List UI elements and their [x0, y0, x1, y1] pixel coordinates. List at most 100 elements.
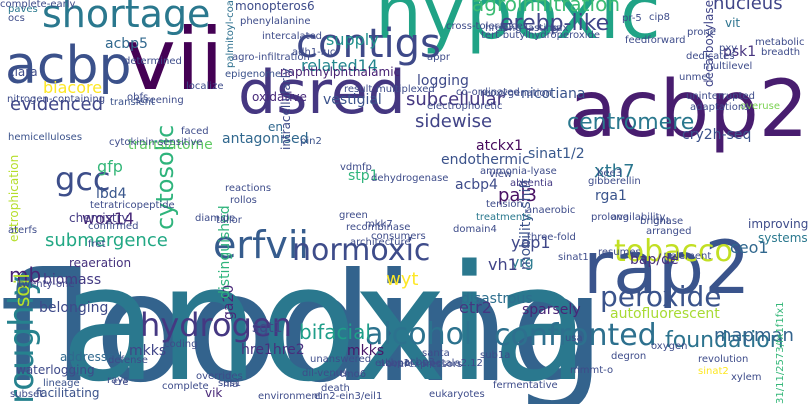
- cloud-word: appr: [427, 52, 450, 63]
- cloud-word: vik: [205, 386, 223, 400]
- cloud-word: bee3: [597, 168, 623, 179]
- cloud-word: dsred: [238, 58, 406, 128]
- cloud-word: hre1hre2: [241, 342, 305, 358]
- cloud-word: biacore: [43, 78, 103, 97]
- cloud-word: hemicelluloses: [8, 132, 83, 143]
- cloud-word: flooding: [0, 242, 606, 404]
- cloud-word: mmmt-o: [570, 365, 614, 376]
- cloud-word: gfp: [97, 157, 123, 176]
- cloud-word: reactions: [225, 183, 272, 194]
- cloud-word: fret: [88, 239, 106, 250]
- cloud-word: clara: [8, 65, 38, 79]
- cloud-word: cross-tolerance: [446, 21, 523, 32]
- cloud-word: peroxide: [600, 280, 722, 313]
- cloud-word: bax: [550, 23, 569, 34]
- cloud-word: hypoxic: [375, 0, 661, 56]
- cloud-word: erebp-like: [500, 11, 610, 36]
- cloud-word: oxidative: [252, 90, 307, 104]
- cloud-word: pxy: [719, 43, 738, 54]
- cloud-word: eukaryotes: [429, 389, 485, 400]
- cloud-word: bifacial: [299, 320, 371, 344]
- cloud-word: absentia: [510, 178, 554, 189]
- cloud-word: contigs: [296, 21, 441, 67]
- cloud-word: nicotiana: [521, 86, 586, 102]
- cloud-word: submergence: [45, 230, 168, 251]
- cloud-word: oxygen: [651, 341, 688, 352]
- cloud-word: autofluorescent: [610, 306, 720, 322]
- cloud-word: treatments: [476, 212, 532, 223]
- cloud-word: agro-infiltration: [232, 52, 310, 63]
- cloud-word: sub1a: [480, 350, 511, 361]
- cloud-word: sidewise: [415, 111, 493, 132]
- cloud-word: unmet: [679, 72, 712, 83]
- cloud-word: rap2: [583, 226, 751, 311]
- cloud-word: revolution: [698, 354, 749, 365]
- cloud-word: belonging: [39, 300, 109, 316]
- cloud-word: disastrous: [461, 291, 533, 307]
- cloud-word: mkk7: [365, 219, 393, 230]
- cloud-word: faced: [181, 126, 209, 137]
- cloud-word: recombinase: [346, 222, 411, 233]
- cloud-word: evidenced: [10, 94, 104, 115]
- cloud-word: tension: [486, 199, 523, 210]
- cloud-word: cry2h-seq: [682, 127, 752, 143]
- cloud-word: overexpressors: [386, 359, 463, 370]
- cloud-word: unanswered: [310, 354, 372, 365]
- cloud-word: vii: [125, 10, 224, 110]
- cloud-word: improving: [748, 217, 808, 231]
- cloud-word: tert-butylhydroperoxide: [481, 30, 601, 41]
- cloud-word: complete-early: [0, 0, 76, 10]
- cloud-word: paves: [8, 4, 38, 15]
- cloud-word: result: [344, 84, 373, 95]
- cloud-word: mkks: [129, 343, 167, 359]
- cloud-word: defense: [108, 355, 148, 366]
- cloud-word: subcellular: [406, 89, 505, 110]
- cloud-word: biomass: [43, 272, 102, 288]
- cloud-word: vestigial: [323, 92, 382, 108]
- cloud-word: acbp3: [404, 357, 435, 368]
- cloud-word: feedforward: [625, 35, 686, 46]
- cloud-word: psk1: [723, 44, 757, 60]
- cloud-word: pr-5: [622, 13, 642, 24]
- cloud-word: nucleus: [713, 0, 783, 14]
- cloud-word: reoxygenation: [480, 88, 552, 99]
- cloud-word: en: [268, 120, 283, 134]
- cloud-word: tobacco: [614, 234, 733, 269]
- cloud-word: domain4: [453, 224, 497, 235]
- cloud-word: sparsely: [522, 302, 581, 318]
- cloud-word: bright: [640, 216, 670, 227]
- cloud-word: etr2: [459, 298, 492, 317]
- cloud-word: logging: [417, 73, 469, 89]
- cloud-word: sus1: [218, 378, 242, 389]
- cloud-word: resumes: [598, 247, 641, 258]
- cloud-word: sinat2: [698, 366, 729, 377]
- cloud-word: cip8: [649, 12, 670, 23]
- cloud-word: three-fold: [527, 232, 576, 243]
- cloud-word: acbp: [5, 36, 132, 96]
- cloud-word: dedicates: [686, 51, 735, 62]
- cloud-word: twenty-one: [18, 279, 75, 290]
- cloud-word: related14: [301, 56, 378, 75]
- cloud-word: gcc: [55, 160, 111, 198]
- cloud-word: acbp5: [105, 36, 148, 52]
- cloud-word: waterlogging: [16, 363, 95, 377]
- cloud-word: cytokinin-sensitive: [109, 137, 203, 148]
- cloud-word: xylem: [731, 372, 762, 383]
- cloud-word: multiplexed: [376, 84, 435, 95]
- cloud-word: apetala2.12: [423, 358, 483, 369]
- cloud-word: arranged: [646, 226, 692, 237]
- cloud-word: dehydrogenase: [371, 173, 449, 184]
- cloud-word: naphthylphthalamic: [280, 65, 401, 79]
- cloud-word: mkks: [347, 343, 385, 359]
- cloud-word: systems: [758, 231, 808, 245]
- cloud-word: mb: [9, 263, 42, 287]
- cloud-word: long-lasting: [500, 23, 559, 34]
- cloud-word: atckx1: [476, 138, 524, 154]
- cloud-word: cre: [113, 377, 129, 388]
- cloud-word: addressed: [60, 350, 123, 364]
- cloud-word: rollos: [230, 195, 257, 206]
- cloud-word: alcohol: [365, 317, 473, 352]
- cloud-word: gibberellin: [588, 176, 641, 187]
- cloud-word: endothermic: [441, 152, 530, 168]
- cloud-word: complete: [162, 381, 209, 392]
